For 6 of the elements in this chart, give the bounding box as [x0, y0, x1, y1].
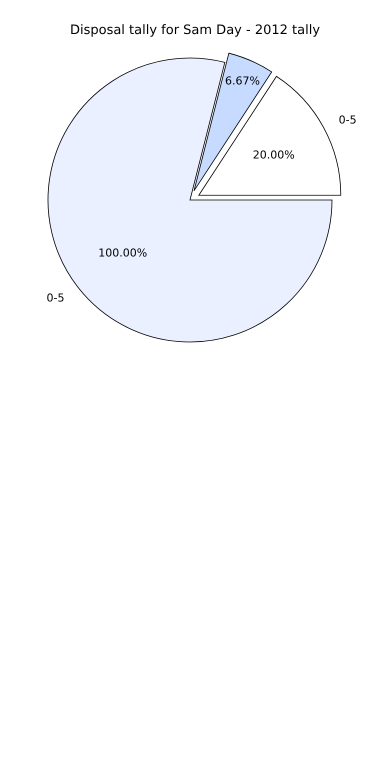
chart-title: Disposal tally for Sam Day - 2012 tally: [70, 23, 320, 38]
data-label: 6.67%: [225, 74, 260, 88]
data-label: 100.00%: [98, 246, 148, 260]
data-label: 20.00%: [252, 148, 295, 162]
slice-label: 0-5: [46, 292, 64, 305]
slice-label: 0-5: [338, 114, 357, 127]
